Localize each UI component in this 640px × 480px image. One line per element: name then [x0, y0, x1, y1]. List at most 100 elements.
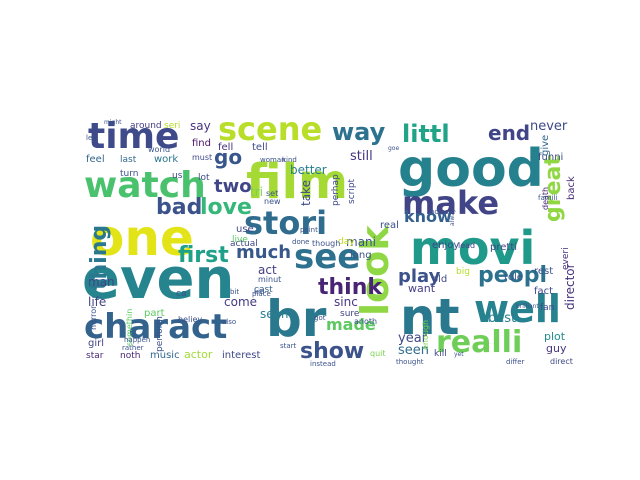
word-death: death [541, 187, 550, 210]
word-happen: happen [124, 336, 150, 344]
word-quit: quit [370, 349, 386, 358]
word-one: one [90, 209, 194, 267]
word-plot: plot [544, 330, 566, 343]
word-never: never [530, 119, 568, 134]
word-stori: stori [244, 204, 327, 242]
word-howev: howev [430, 208, 453, 216]
word-old: old [432, 274, 447, 285]
word-guy: guy [546, 342, 567, 355]
word-yet: yet [454, 351, 464, 358]
word-best: best [488, 311, 516, 326]
word-seem: seem [260, 307, 293, 321]
word-peopl: peopl [478, 263, 547, 288]
word-sinc: sinc [334, 295, 358, 309]
word-set: set [266, 189, 278, 198]
word-cast: cast [254, 285, 273, 295]
word-play: play [398, 266, 441, 287]
word-anoth: anoth [354, 317, 377, 326]
word-think: think [318, 275, 383, 300]
word-funni: funni [538, 152, 563, 163]
word-kill: kill [434, 349, 447, 359]
word-instead: instead [310, 360, 336, 368]
word-start: start [280, 342, 297, 350]
word-br: br [266, 290, 327, 348]
word-scene: scene [218, 110, 322, 148]
word-back: back [566, 176, 577, 200]
word-woman: woman [260, 156, 286, 164]
word-lot: lot [198, 173, 210, 183]
word-fact: fact [534, 286, 553, 297]
word-give: give [540, 135, 551, 156]
word-also: also [222, 318, 236, 326]
word-way: way [332, 118, 386, 146]
word-sure: sure [340, 309, 360, 319]
word-long: long [350, 250, 372, 261]
word-got: got [314, 314, 326, 322]
word-first: first [178, 243, 229, 268]
word-act: act [258, 263, 277, 277]
word-alway: alway [449, 208, 456, 226]
word-fell: fell [218, 142, 233, 153]
word-new: new [264, 197, 281, 206]
word-feel: feel [86, 154, 105, 165]
word-lead: lead [458, 241, 475, 250]
word-even: even [82, 247, 234, 312]
word-brilliant: brilliant [516, 303, 539, 310]
word-us: us [172, 171, 183, 181]
word-interest: interest [222, 350, 260, 361]
word-thought: thought [396, 358, 424, 366]
word-want: want [408, 282, 436, 295]
word-director: director [563, 263, 577, 310]
word-done: done [292, 238, 309, 246]
word-watch: watch [84, 165, 206, 206]
word-littl: littl [402, 120, 450, 148]
word-last: last [120, 155, 137, 165]
word-somethin: somethin [125, 309, 134, 346]
word-fan: fan [540, 303, 554, 313]
word-better: better [290, 163, 327, 177]
word-bad: bad [156, 195, 202, 220]
word-point: point [300, 226, 318, 234]
word-though: though [312, 239, 340, 248]
word-direct: direct [550, 357, 573, 366]
word-go: go [214, 145, 242, 169]
word-noth: noth [120, 351, 140, 361]
word-rather: rather [122, 344, 144, 352]
word-life: life [88, 295, 106, 309]
word-tri: tri [250, 185, 263, 199]
word-look: look [353, 225, 397, 316]
word-make: make [402, 184, 499, 222]
word-year: year [398, 331, 428, 346]
word-world: world [148, 145, 170, 154]
word-pretti: pretti [490, 242, 517, 253]
word-thing: thing [87, 225, 112, 290]
word-seen: seen [398, 343, 429, 358]
word-rest: rest [534, 266, 553, 277]
word-tell: tell [252, 142, 268, 153]
word-say: say [190, 119, 211, 133]
word-differ: differ [506, 358, 525, 366]
word-let: let [86, 134, 95, 142]
word-ca: ca [176, 289, 186, 299]
word-made: made [326, 315, 376, 334]
word-enough: enough [421, 320, 430, 350]
word-seri: seri [164, 121, 180, 131]
word-star: star [86, 351, 104, 361]
word-end: end [488, 121, 530, 145]
word-actor: actor [184, 348, 213, 361]
word-much: much [236, 242, 291, 263]
word-film: film [246, 154, 348, 210]
word-girl: girl [88, 338, 104, 349]
word-great: great [541, 155, 566, 222]
word-day: day [338, 237, 355, 247]
word-big: big [456, 267, 470, 277]
word-music: music [150, 350, 180, 361]
word-everi: everi [561, 247, 571, 270]
word-perform: perform [155, 316, 165, 352]
word-still: still [350, 149, 373, 164]
word-bit: bit [230, 288, 239, 296]
word-must: must [192, 153, 212, 162]
word-time: time [88, 116, 179, 157]
word-kid: kid [254, 288, 264, 296]
